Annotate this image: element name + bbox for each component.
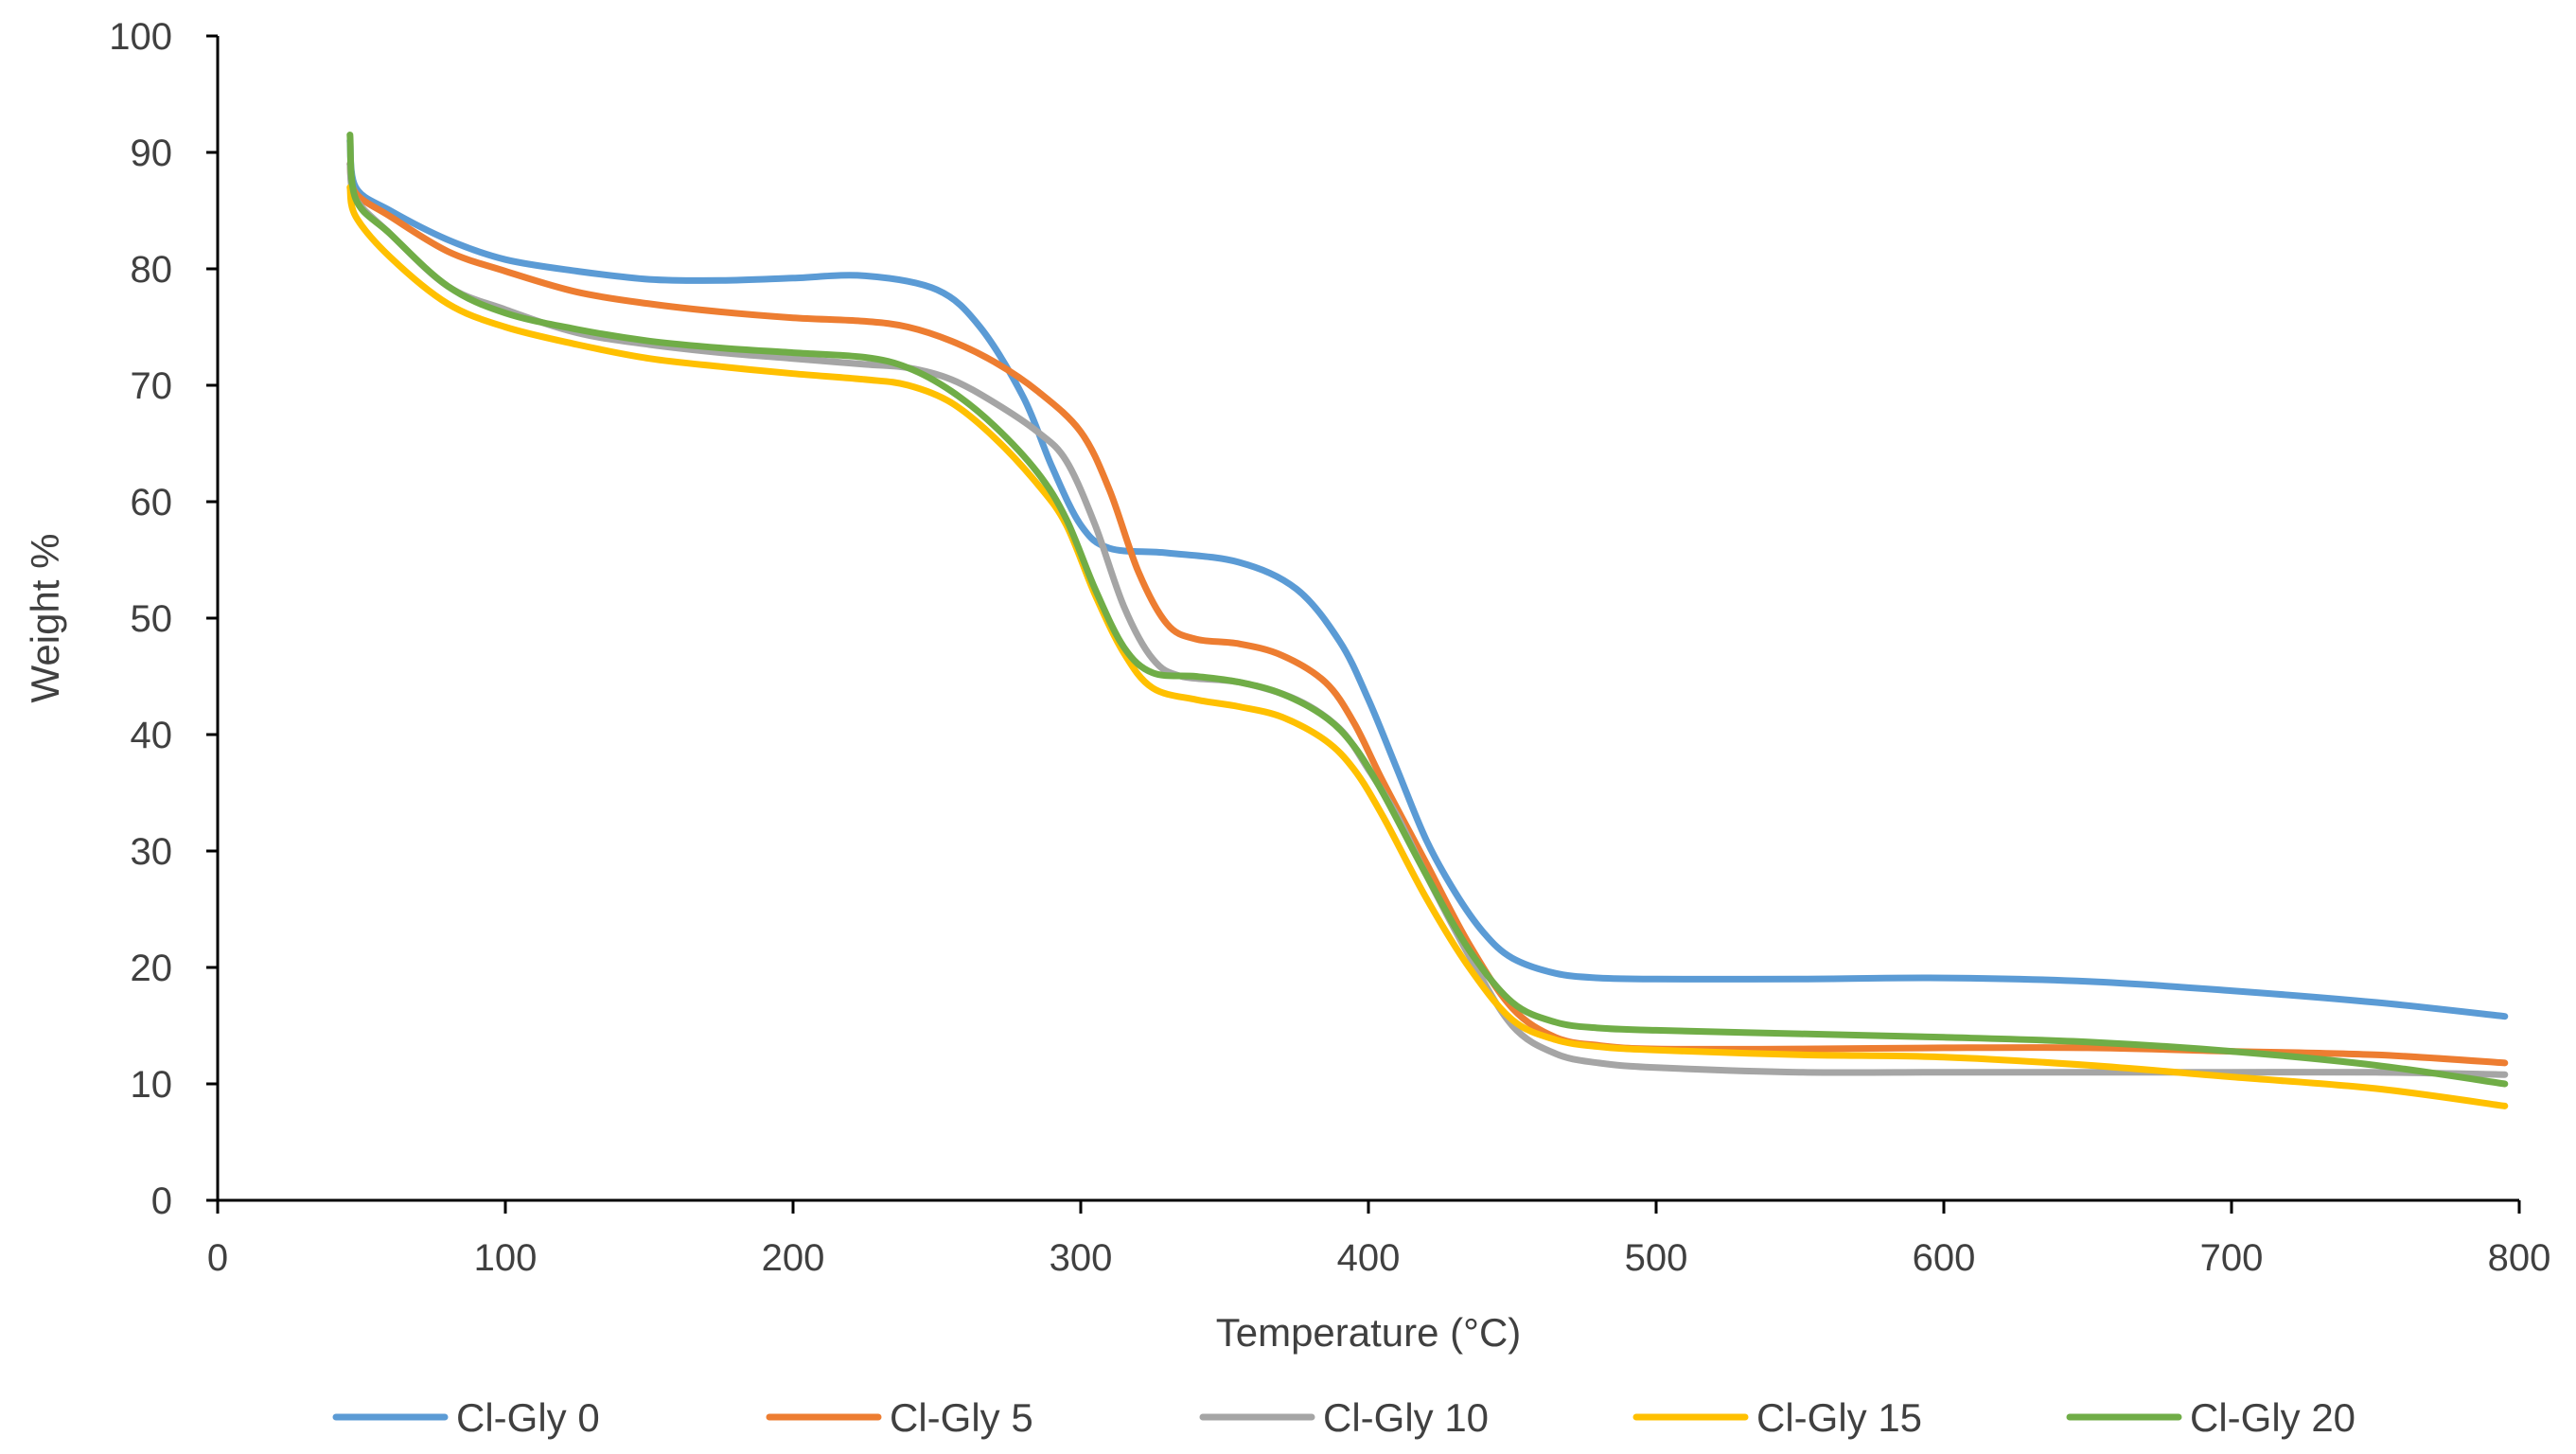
series-line-cl-gly-15 [346, 184, 2509, 1109]
legend-label: Cl-Gly 10 [1323, 1395, 1489, 1440]
x-axis: 0 100 200 300 400 500 600 700 800 [207, 1198, 2551, 1279]
y-tick-label: 60 [131, 482, 173, 523]
y-tick-label: 30 [131, 831, 173, 873]
x-tick-label: 100 [474, 1237, 538, 1279]
y-tick-label: 0 [151, 1180, 172, 1222]
legend-label: Cl-Gly 5 [890, 1395, 1033, 1440]
x-tick-label: 200 [762, 1237, 825, 1279]
legend-item: Cl-Gly 5 [766, 1395, 1033, 1440]
x-tick-label: 300 [1050, 1237, 1113, 1279]
legend-item: Cl-Gly 20 [2066, 1395, 2355, 1440]
x-tick-label: 0 [207, 1237, 228, 1279]
y-tick-label: 70 [131, 365, 173, 407]
series-line-cl-gly-20 [346, 132, 2509, 1088]
x-tick-label: 800 [2488, 1237, 2551, 1279]
y-tick-label: 80 [131, 249, 173, 291]
series-layer [346, 132, 2509, 1109]
y-tick-label: 40 [131, 715, 173, 756]
y-tick-label: 10 [131, 1064, 173, 1106]
x-tick-label: 600 [1913, 1237, 1976, 1279]
y-axis: 0 10 20 30 40 50 60 70 80 90 100 [109, 16, 220, 1222]
x-axis-title: Temperature (°C) [1216, 1310, 1522, 1355]
y-tick-label: 50 [131, 598, 173, 640]
legend-item: Cl-Gly 0 [332, 1395, 600, 1440]
legend-label: Cl-Gly 15 [1756, 1395, 1922, 1440]
x-tick-label: 400 [1337, 1237, 1401, 1279]
legend-item: Cl-Gly 15 [1632, 1395, 1922, 1440]
y-axis-title: Weight % [23, 534, 67, 703]
legend-label: Cl-Gly 0 [456, 1395, 600, 1440]
y-tick-label: 90 [131, 133, 173, 174]
series-line-cl-gly-0 [346, 137, 2509, 1020]
x-tick-label: 700 [2200, 1237, 2264, 1279]
y-tick-label: 100 [109, 16, 172, 58]
legend-label: Cl-Gly 20 [2190, 1395, 2355, 1440]
x-tick-label: 500 [1625, 1237, 1688, 1279]
legend-item: Cl-Gly 10 [1199, 1395, 1489, 1440]
series-line-cl-gly-10 [346, 160, 2509, 1078]
y-tick-label: 20 [131, 948, 173, 989]
legend: Cl-Gly 0 Cl-Gly 5 Cl-Gly 10 Cl-Gly 15 Cl-Gly… [332, 1395, 2355, 1440]
series-line-cl-gly-5 [346, 160, 2509, 1067]
